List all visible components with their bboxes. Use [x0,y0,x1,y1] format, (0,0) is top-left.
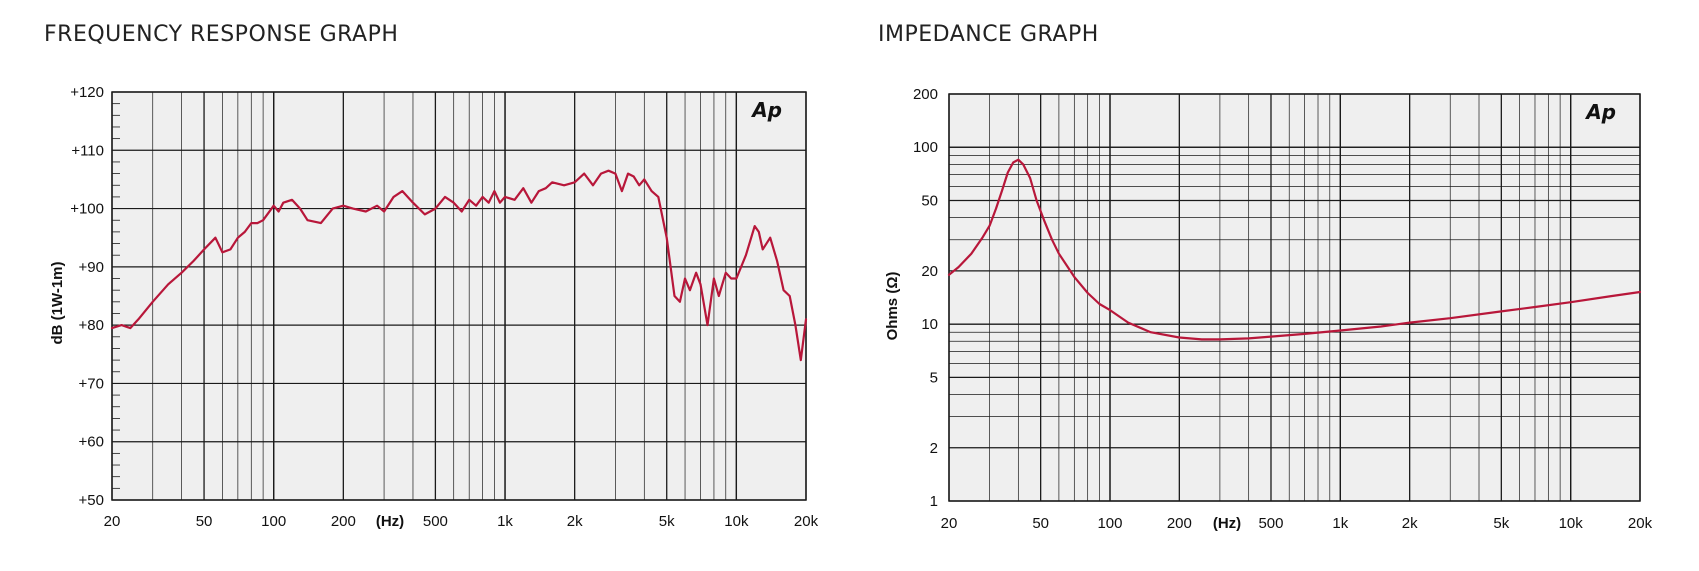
fr-y-tick-label: +100 [70,201,104,218]
imp-x-tick-label: 20k [1628,515,1653,532]
imp-y-tick-label: 1 [930,493,938,510]
imp-x-tick-label: 20 [941,515,958,532]
fr-x-tick-label: 20k [794,513,819,530]
imp-x-axis-label: (Hz) [1213,515,1241,532]
fr-plot-area [112,92,806,500]
imp-y-tick-label: 5 [930,369,938,386]
imp-y-tick-label: 10 [921,316,938,333]
imp-y-tick-label: 2 [930,440,938,457]
fr-x-axis-label: (Hz) [376,513,404,530]
imp-x-tick-label: 100 [1097,515,1122,532]
imp-x-tick-label: 50 [1032,515,1049,532]
fr-x-tick-label: 100 [261,513,286,530]
imp-plot-frame [948,93,1641,502]
fr-y-tick-label: +120 [70,84,104,101]
fr-y-tick-label: +70 [79,375,104,392]
fr-ap-logo: Ap [750,98,782,122]
fr-y-axis-label: dB (1W-1m) [49,261,66,344]
fr-chart: 20 50 100 200 500 1k 2k 5k 10k 20k +50 +60 +70 +80 +90… [49,84,819,531]
fr-y-tick-label: +80 [79,317,104,334]
imp-plot-area [949,94,1640,501]
imp-hz-backing [1205,513,1249,533]
fr-x-tick-label: 20 [104,513,121,530]
fr-plot-frame [111,91,807,501]
imp-chart: 20 50 100 200 500 1k 2k 5k 10k 20k 1 2 5 10 20 50 100 200… [884,86,1653,533]
imp-x-tick-label: 500 [1258,515,1283,532]
imp-series-line [947,158,1642,341]
fr-x-tick-label: 5k [659,513,675,530]
fr-series-line [110,169,808,362]
imp-x-tick-label: 2k [1402,515,1418,532]
imp-ap-logo: Ap [1584,100,1616,124]
imp-x-tick-label: 200 [1167,515,1192,532]
fr-x-tick-label: 10k [724,513,749,530]
imp-horizontal-grid [949,93,1640,502]
imp-y-tick-label: 50 [921,192,938,209]
imp-x-tick-label: 10k [1559,515,1584,532]
fr-x-tick-label: 50 [196,513,213,530]
fr-x-tick-label: 200 [331,513,356,530]
fr-x-tick-label: 500 [423,513,448,530]
imp-y-tick-label: 100 [913,139,938,156]
fr-x-tick-label: 1k [497,513,513,530]
impedance-title: IMPEDANCE GRAPH [878,22,1099,47]
fr-vertical-grid [111,92,807,500]
frequency-response-title: FREQUENCY RESPONSE GRAPH [44,22,399,47]
imp-y-tick-label: 200 [913,86,938,103]
imp-y-axis-label: Ohms (Ω) [884,272,901,341]
fr-y-tick-label: +90 [79,259,104,276]
imp-x-tick-label: 1k [1332,515,1348,532]
imp-y-tick-label: 20 [921,263,938,280]
fr-y-tick-label: +60 [79,434,104,451]
fr-y-tick-label: +110 [71,142,104,159]
fr-x-tick-label: 2k [567,513,583,530]
fr-hz-backing [368,511,412,531]
fr-y-tick-label: +50 [79,492,104,509]
imp-x-tick-label: 5k [1493,515,1509,532]
